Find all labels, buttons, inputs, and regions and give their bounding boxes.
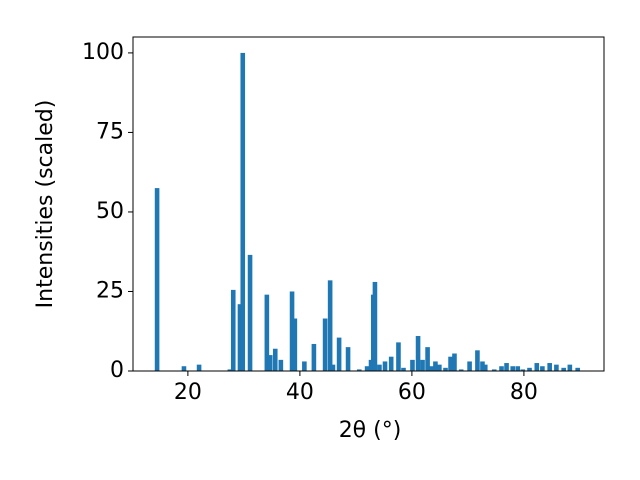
bar: [452, 353, 457, 371]
bar: [510, 366, 516, 371]
bar: [247, 254, 253, 371]
x-tick-label: 20: [174, 380, 202, 405]
bar: [540, 366, 545, 371]
bar: [382, 361, 388, 371]
bar: [388, 356, 394, 371]
bar: [425, 347, 430, 371]
bar: [330, 364, 336, 371]
x-tick-label: 60: [398, 380, 426, 405]
bar: [527, 367, 532, 371]
bar: [396, 342, 401, 371]
bar: [420, 359, 425, 371]
bar: [302, 361, 307, 371]
bar: [289, 291, 295, 371]
x-tick-label: 80: [510, 380, 538, 405]
bar: [237, 304, 243, 371]
y-tick-label: 100: [82, 40, 124, 65]
y-tick-label: 50: [96, 199, 124, 224]
bar: [458, 369, 464, 371]
bar: [327, 280, 333, 371]
bar: [264, 294, 270, 371]
bar: [520, 369, 526, 371]
bar: [154, 188, 160, 371]
y-tick-label: 0: [110, 358, 124, 383]
y-axis-label: Intensities (scaled): [33, 100, 58, 309]
bar: [401, 367, 406, 371]
y-tick-label: 75: [96, 119, 124, 144]
bar: [372, 281, 378, 371]
bar: [504, 363, 509, 371]
bar: [227, 369, 233, 371]
bar: [240, 52, 246, 372]
bar: [196, 364, 202, 371]
bar: [272, 348, 278, 371]
bar: [482, 364, 488, 371]
bar: [437, 364, 442, 371]
bar: [491, 369, 497, 371]
bar: [499, 366, 504, 371]
bar: [415, 336, 421, 371]
plot-frame: [132, 36, 605, 372]
bar: [278, 359, 284, 371]
bar: [377, 364, 382, 371]
bar: [480, 361, 485, 371]
bar: [534, 363, 540, 371]
bar: [181, 366, 187, 371]
bar: [433, 361, 438, 371]
x-tick-label: 40: [286, 380, 314, 405]
bar: [230, 289, 236, 371]
bar: [345, 347, 351, 371]
bar: [429, 366, 434, 371]
bar: [475, 350, 480, 371]
y-tick-label: 25: [96, 278, 124, 303]
bar: [292, 318, 298, 371]
x-axis-label: 2θ (°): [339, 418, 402, 443]
bar: [554, 364, 559, 371]
bar: [448, 356, 453, 371]
bar: [443, 367, 448, 371]
bar: [561, 367, 566, 371]
bar: [364, 366, 370, 371]
bar: [515, 366, 521, 371]
bar: [322, 318, 328, 371]
bar: [267, 355, 273, 371]
bar: [356, 369, 362, 371]
bar: [410, 359, 415, 371]
bar: [567, 364, 573, 371]
bar: [575, 367, 580, 371]
bar: [336, 337, 342, 371]
bar: [311, 343, 317, 371]
bar: [547, 363, 552, 371]
bar: [467, 361, 472, 371]
